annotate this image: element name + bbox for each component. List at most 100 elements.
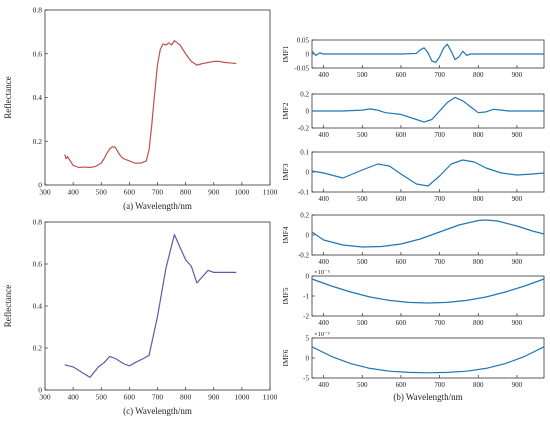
y-tick-label: 0	[306, 50, 310, 58]
y-tick-label: 0.4	[33, 302, 43, 311]
y-tick-label: -5	[303, 374, 309, 382]
x-tick-label: 600	[396, 258, 407, 266]
y-tick-label: 0.2	[33, 137, 43, 146]
chart-imf4: 400 500 600 700 800 900 -0.2 0 0.2 IMF4	[281, 211, 545, 266]
x-tick-label: 400	[68, 188, 80, 197]
x-tick-label: 800	[473, 71, 484, 79]
y-axis-label: Reflectance	[3, 76, 13, 118]
y-tick-label: 0.8	[33, 218, 43, 227]
y-tick-label: 0	[306, 231, 310, 239]
y-tick-label: 0.6	[33, 49, 43, 58]
x-tick-label: 400	[68, 393, 80, 402]
series-line-c	[64, 234, 237, 378]
x-tick-label: 800	[473, 319, 484, 327]
panel-caption: (a) Wavelength/nm	[123, 201, 192, 211]
y-tick-label: 0	[306, 354, 310, 362]
series-line-imf1	[311, 43, 544, 64]
x-tick-label: 900	[208, 393, 220, 402]
y-tick-label: 0.05	[297, 36, 310, 44]
x-tick-label: 700	[152, 188, 164, 197]
x-tick-label: 600	[396, 195, 407, 203]
chart-imf1: 400 500 600 700 800 900 -0.05 0 0.05 IMF1	[281, 36, 545, 79]
x-tick-label: 600	[396, 131, 407, 139]
y-tick-label: 0.2	[300, 211, 309, 219]
y-tick-label: 0	[38, 386, 42, 395]
x-tick-label: 400	[318, 131, 329, 139]
y-tick-label: -0.2	[298, 251, 310, 259]
y-axis-label: IMF6	[281, 349, 290, 366]
x-tick-label: 400	[318, 319, 329, 327]
x-tick-label: 800	[473, 195, 484, 203]
y-tick-label: -0.2	[298, 124, 310, 132]
y-axis-label: IMF5	[281, 287, 290, 304]
series-line-imf5	[311, 278, 545, 304]
x-tick-label: 700	[434, 381, 445, 389]
y-axis-label: IMF4	[281, 226, 290, 243]
x-tick-label: 1100	[263, 188, 278, 197]
x-tick-label: 600	[396, 381, 407, 389]
x-tick-label: 900	[512, 71, 523, 79]
y-tick-label: 5	[306, 334, 310, 342]
y-tick-label: -1	[303, 292, 309, 300]
y-axis-label: IMF1	[281, 45, 290, 62]
chart-imf2: 400 500 600 700 800 900 -0.2 0 0.2 IMF2	[281, 90, 545, 139]
x-tick-label: 600	[124, 393, 136, 402]
x-tick-label: 900	[512, 381, 523, 389]
y-tick-label: 0.1	[300, 148, 309, 156]
y-tick-label: 0	[306, 107, 310, 115]
x-tick-label: 900	[512, 131, 523, 139]
x-tick-label: 700	[152, 393, 164, 402]
plot-frame	[311, 214, 545, 256]
series-line-a	[64, 40, 237, 169]
y-tick-label: 0.6	[33, 260, 43, 269]
chart-imf6: 400 500 600 700 800 900 -5 0 5 IMF6 ×10⁻³ (b) Wavel…	[281, 331, 545, 402]
y-axis-label: IMF3	[281, 163, 290, 180]
plot-frame	[311, 337, 545, 379]
x-tick-label: 500	[96, 188, 108, 197]
x-tick-label: 400	[318, 71, 329, 79]
plot-frame	[44, 9, 271, 186]
x-tick-label: 300	[39, 188, 51, 197]
series-line-imf6	[311, 346, 545, 374]
x-tick-label: 500	[357, 131, 368, 139]
x-tick-label: 700	[434, 319, 445, 327]
x-tick-label: 700	[434, 195, 445, 203]
x-tick-label: 400	[318, 258, 329, 266]
series-line-imf2	[312, 96, 544, 123]
chart-imf3: 400 500 600 700 800 900 -0.1 0 0.1 IMF3	[281, 148, 545, 203]
y-tick-label: 0	[306, 272, 310, 280]
y-tick-label: 0.2	[33, 344, 43, 353]
x-tick-label: 800	[473, 131, 484, 139]
y-tick-label: -2	[303, 312, 309, 320]
x-tick-label: 900	[512, 195, 523, 203]
y-tick-label: 0.2	[300, 90, 309, 98]
x-tick-label: 600	[396, 319, 407, 327]
x-tick-label: 1100	[263, 393, 278, 402]
x-tick-label: 500	[357, 195, 368, 203]
x-tick-label: 700	[434, 131, 445, 139]
plot-frame	[311, 275, 545, 317]
y-scale-multiplier: ×10⁻⁵	[314, 269, 330, 276]
x-tick-label: 900	[512, 258, 523, 266]
y-scale-multiplier: ×10⁻³	[314, 331, 330, 338]
y-axis-label: Reflectance	[3, 285, 13, 327]
x-tick-label: 500	[96, 393, 108, 402]
x-tick-label: 600	[396, 71, 407, 79]
x-tick-label: 900	[512, 319, 523, 327]
x-tick-label: 800	[473, 381, 484, 389]
y-tick-label: -0.1	[298, 188, 310, 196]
x-tick-label: 1000	[234, 188, 249, 197]
x-tick-label: 700	[434, 258, 445, 266]
y-tick-label: -0.05	[294, 64, 309, 72]
x-tick-label: 600	[124, 188, 136, 197]
x-tick-label: 800	[180, 393, 192, 402]
series-line-imf4	[311, 219, 545, 248]
x-tick-label: 1000	[234, 393, 249, 402]
y-axis-label: IMF2	[281, 102, 290, 119]
y-tick-label: 0	[38, 181, 42, 190]
chart-c: 300 400 500 600 700 800 900 1000 1100 0 0.2 0.4 0.6 0…	[3, 218, 278, 416]
y-tick-label: 0	[306, 168, 310, 176]
plot-frame	[44, 221, 271, 391]
x-tick-label: 500	[357, 381, 368, 389]
chart-a: 300 400 500 600 700 800 900 1000 1100 0 0.2 0.4 0.6 0…	[3, 6, 278, 211]
